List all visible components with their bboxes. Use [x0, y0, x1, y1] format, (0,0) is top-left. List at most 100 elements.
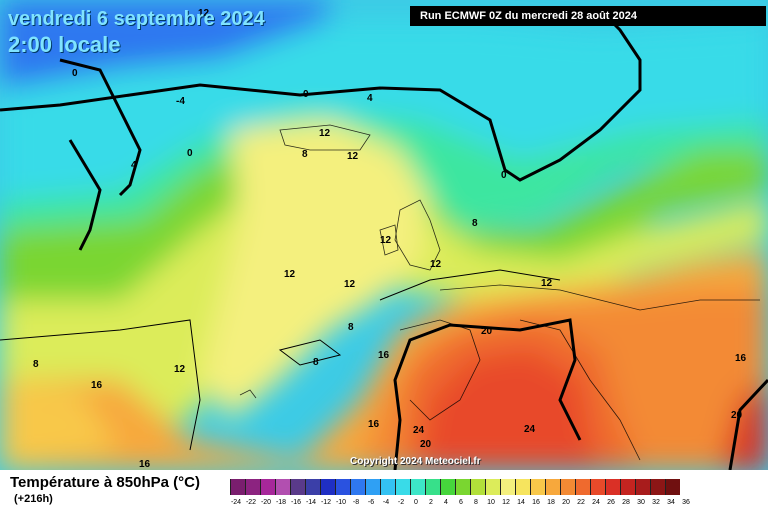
scale-color-cell — [545, 479, 560, 495]
scale-color-cell — [560, 479, 575, 495]
isotherm-label: 16 — [735, 353, 747, 364]
forecast-time: 2:00 locale — [8, 32, 121, 57]
scale-color-cell — [395, 479, 410, 495]
scale-tick-label: 4 — [444, 499, 448, 506]
isotherm-label: 24 — [413, 425, 425, 436]
scale-color-cell — [650, 479, 665, 495]
scale-tick-label: -24 — [230, 499, 242, 506]
scale-color-cell — [500, 479, 515, 495]
scale-color-cell — [425, 479, 440, 495]
scale-tick-label: 0 — [414, 499, 418, 506]
isotherm-label: 12 — [344, 279, 356, 290]
scale-color-cell — [350, 479, 365, 495]
scale-tick-label: 22 — [577, 499, 585, 506]
scale-tick-label: 2 — [429, 499, 433, 506]
scale-tick-label: -16 — [290, 499, 302, 506]
scale-tick-label: -20 — [260, 499, 272, 506]
isotherm-label: -4 — [176, 96, 185, 107]
isotherm-label: 12 — [198, 8, 210, 19]
isotherm-label: 16 — [368, 419, 380, 430]
scale-tick-label: -22 — [245, 499, 257, 506]
scale-tick-label: -6 — [367, 499, 375, 506]
isotherm-label: 0 — [72, 68, 78, 79]
isotherm-label: 8 — [33, 359, 39, 370]
scale-color-cell — [515, 479, 530, 495]
scale-color-cell — [590, 479, 605, 495]
isotherm-label: 16 — [378, 350, 390, 361]
scale-tick-label: 14 — [517, 499, 525, 506]
scale-color-cell — [260, 479, 275, 495]
scale-color-cell — [575, 479, 590, 495]
scale-tick-label: 12 — [502, 499, 510, 506]
isotherm-label: 8 — [472, 218, 478, 229]
scale-color-cell — [410, 479, 425, 495]
parameter-title: Température à 850hPa (°C) — [10, 474, 200, 491]
scale-tick-label: 32 — [652, 499, 660, 506]
isotherm-label: 8 — [313, 357, 319, 368]
copyright-notice: Copyright 2024 Meteociel.fr — [350, 456, 481, 467]
isotherm-label: 20 — [420, 439, 432, 450]
isotherm-label: 4 — [367, 93, 373, 104]
isotherm-label: 8 — [302, 149, 308, 160]
scale-tick-label: 10 — [487, 499, 495, 506]
scale-color-cell — [470, 479, 485, 495]
scale-tick-label: -4 — [382, 499, 390, 506]
scale-color-cell — [455, 479, 470, 495]
scale-color-cell — [365, 479, 380, 495]
isotherm-label: 12 — [347, 151, 359, 162]
isotherm-label: 12 — [430, 259, 442, 270]
scale-tick-label: 6 — [459, 499, 463, 506]
scale-color-cell — [335, 479, 350, 495]
scale-tick-label: 20 — [562, 499, 570, 506]
scale-color-cell — [635, 479, 650, 495]
isotherm-label: 20 — [731, 410, 743, 421]
scale-color-cell — [485, 479, 500, 495]
isotherm-label: 12 — [380, 235, 392, 246]
scale-color-cell — [605, 479, 620, 495]
scale-tick-label: 18 — [547, 499, 555, 506]
isotherm-label: 0 — [303, 89, 309, 100]
scale-tick-label: -14 — [305, 499, 317, 506]
isotherm-label: 16 — [91, 380, 103, 391]
isotherm-label: 0 — [187, 148, 193, 159]
scale-color-cell — [230, 479, 245, 495]
scale-tick-label: 34 — [667, 499, 675, 506]
isotherm-label: 20 — [481, 326, 493, 337]
scale-color-cell — [620, 479, 635, 495]
isotherm-label: 12 — [319, 128, 331, 139]
scale-color-cell — [380, 479, 395, 495]
scale-color-cell — [440, 479, 455, 495]
isotherm-label: 4 — [131, 160, 137, 171]
scale-color-cell — [275, 479, 290, 495]
forecast-date: vendredi 6 septembre 2024 — [8, 8, 265, 30]
scale-tick-label: -12 — [320, 499, 332, 506]
scale-color-cell — [320, 479, 335, 495]
scale-tick-label: -18 — [275, 499, 287, 506]
isotherm-label: 16 — [139, 459, 151, 470]
isotherm-label: 12 — [174, 364, 186, 375]
scale-tick-label: -2 — [397, 499, 405, 506]
scale-tick-label: 30 — [637, 499, 645, 506]
scale-color-cell — [305, 479, 320, 495]
scale-tick-label: -10 — [335, 499, 347, 506]
isotherm-label: 12 — [284, 269, 296, 280]
scale-color-cell — [290, 479, 305, 495]
scale-tick-label: 8 — [474, 499, 478, 506]
isotherm-label: 0 — [501, 170, 507, 181]
scale-tick-label: 36 — [682, 499, 690, 506]
model-run-banner: Run ECMWF 0Z du mercredi 28 août 2024 — [410, 6, 766, 26]
scale-color-cell — [665, 479, 680, 495]
isotherm-label: 24 — [524, 424, 536, 435]
temperature-map: 12 0 0 -4 0 4 4 0 12 8 12 8 12 12 12 12 … — [0, 0, 768, 470]
scale-color-cell — [245, 479, 260, 495]
isotherm-label: 12 — [541, 278, 553, 289]
scale-color-cell — [530, 479, 545, 495]
scale-tick-label: 28 — [622, 499, 630, 506]
scale-tick-label: 26 — [607, 499, 615, 506]
isotherm-label: 8 — [348, 322, 354, 333]
scale-tick-label: -8 — [352, 499, 360, 506]
scale-tick-label: 16 — [532, 499, 540, 506]
scale-tick-label: 24 — [592, 499, 600, 506]
forecast-lead-time: (+216h) — [14, 493, 53, 505]
